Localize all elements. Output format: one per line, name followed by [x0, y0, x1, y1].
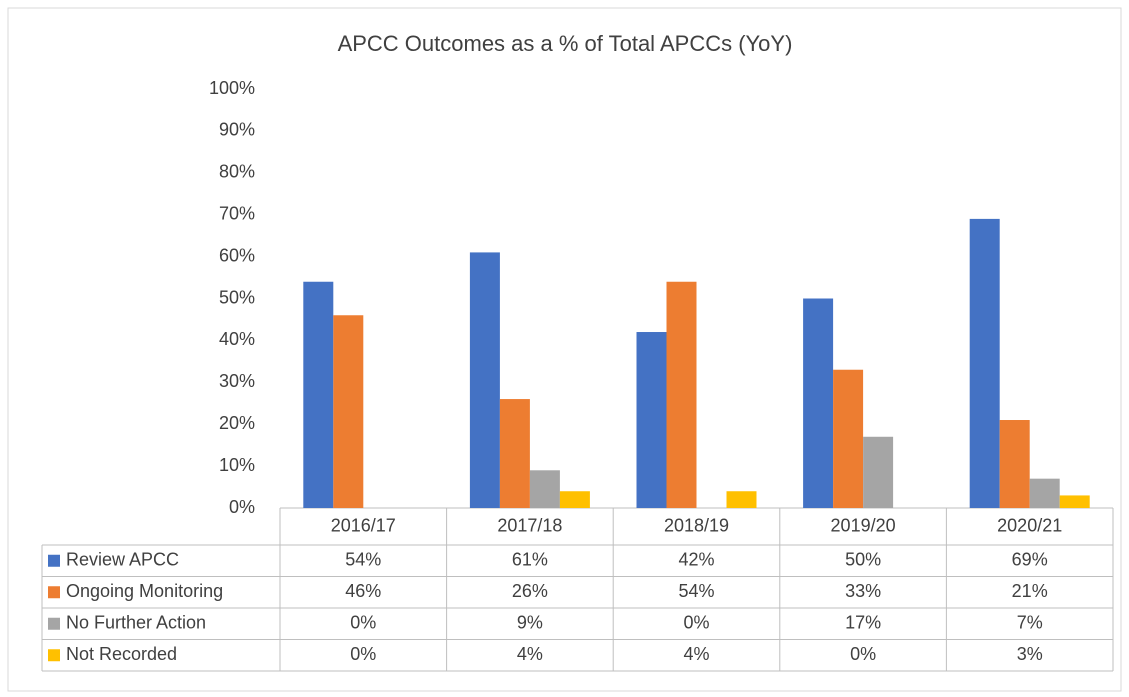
- table-value: 61%: [512, 550, 548, 570]
- table-value: 69%: [1012, 550, 1048, 570]
- table-value: 54%: [678, 581, 714, 601]
- legend-label: Ongoing Monitoring: [66, 581, 223, 601]
- chart-border: [7, 7, 1122, 692]
- y-tick-label: 40%: [219, 329, 255, 349]
- bar: [529, 470, 560, 508]
- y-tick-label: 30%: [219, 371, 255, 391]
- table-value: 4%: [683, 644, 709, 664]
- y-tick-label: 10%: [219, 455, 255, 475]
- bar: [303, 281, 334, 508]
- table-value: 0%: [683, 613, 709, 633]
- x-tick-label: 2016/17: [331, 515, 396, 535]
- legend-label: Review APCC: [66, 550, 179, 570]
- bar: [499, 399, 530, 508]
- legend-swatch: [48, 554, 60, 567]
- x-tick-label: 2018/19: [664, 515, 729, 535]
- x-tick-label: 2017/18: [497, 515, 562, 535]
- table-value: 54%: [345, 550, 381, 570]
- bar: [803, 298, 834, 508]
- table-value: 33%: [845, 581, 881, 601]
- bar: [863, 436, 894, 508]
- bar: [333, 315, 364, 508]
- table-value: 0%: [350, 644, 376, 664]
- legend-swatch: [48, 617, 60, 630]
- table-value: 26%: [512, 581, 548, 601]
- y-tick-label: 60%: [219, 245, 255, 265]
- bar: [559, 491, 590, 508]
- table-value: 46%: [345, 581, 381, 601]
- legend-label: No Further Action: [66, 613, 206, 633]
- table-value: 0%: [850, 644, 876, 664]
- y-tick-label: 80%: [219, 162, 255, 182]
- table-value: 3%: [1017, 644, 1043, 664]
- bar: [999, 420, 1030, 508]
- x-tick-label: 2019/20: [831, 515, 896, 535]
- legend-swatch: [48, 586, 60, 599]
- table-value: 7%: [1017, 613, 1043, 633]
- y-tick-label: 50%: [219, 287, 255, 307]
- bar: [833, 369, 864, 508]
- bar: [1059, 495, 1090, 508]
- table-value: 50%: [845, 550, 881, 570]
- table-value: 42%: [678, 550, 714, 570]
- y-tick-label: 70%: [219, 203, 255, 223]
- bar: [636, 332, 667, 508]
- bar: [666, 281, 697, 508]
- y-tick-label: 0%: [229, 497, 255, 517]
- bar: [726, 491, 757, 508]
- table-value: 4%: [517, 644, 543, 664]
- chart-title: APCC Outcomes as a % of Total APCCs (YoY…: [338, 31, 793, 56]
- bar: [1029, 478, 1060, 508]
- y-tick-label: 20%: [219, 413, 255, 433]
- y-tick-label: 90%: [219, 120, 255, 140]
- legend-label: Not Recorded: [66, 644, 177, 664]
- table-value: 9%: [517, 613, 543, 633]
- bar: [969, 218, 1000, 508]
- bar: [469, 252, 500, 508]
- x-tick-label: 2020/21: [997, 515, 1062, 535]
- y-tick-label: 100%: [209, 78, 255, 98]
- table-value: 17%: [845, 613, 881, 633]
- table-value: 0%: [350, 613, 376, 633]
- table-value: 21%: [1012, 581, 1048, 601]
- legend-swatch: [48, 649, 60, 662]
